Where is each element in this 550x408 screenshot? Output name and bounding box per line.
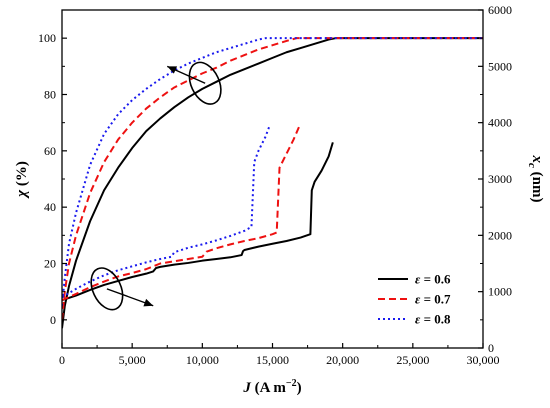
legend: ε = 0.6ε = 0.7ε = 0.8 (378, 272, 451, 327)
series-line-6-right-axis (62, 125, 271, 299)
y-right-tick-label: 1000 (488, 285, 512, 299)
y-left-axis-label-unit: (%) (14, 161, 30, 190)
x-axis-label-exp: −2 (286, 378, 297, 389)
series-line-2-left-axis (62, 37, 483, 320)
annotation-arrowhead-left (167, 66, 178, 74)
series-line-4-right-axis (62, 142, 334, 302)
series-line-1-left-axis (62, 37, 483, 329)
y-right-axis-label: xc (nm) (526, 155, 545, 203)
legend-label-rest: = 0.6 (420, 272, 451, 287)
legend-label-var: ε (415, 292, 421, 307)
legend-label-var: ε (415, 312, 421, 327)
annotation-ellipse-right (90, 267, 124, 311)
x-tick-label: 0 (59, 353, 65, 367)
x-tick-label: 30,000 (467, 353, 500, 367)
y-right-tick-label: 0 (488, 341, 494, 355)
y-left-axis-label-group: χ (%) (14, 161, 30, 199)
y-right-axis-label-sub: c (526, 163, 538, 168)
y-left-tick-label: 20 (44, 257, 56, 271)
plot-background (62, 10, 483, 348)
axis-labels: J (A m−2) χ (%) xc (nm) (14, 155, 545, 396)
y-right-axis-label-group: xc (nm) (526, 155, 545, 203)
y-left-axis-label-var: χ (14, 189, 30, 199)
legend-label-rest: = 0.7 (420, 292, 451, 307)
x-axis-label-var: J (242, 380, 251, 396)
legend-label-2: ε = 0.7 (415, 292, 451, 307)
y-left-tick-label: 80 (44, 88, 56, 102)
x-tick-label: 10,000 (186, 353, 219, 367)
legend-label-1: ε = 0.6 (415, 272, 451, 287)
y-left-tick-label: 40 (44, 200, 56, 214)
annotation-layer (90, 61, 222, 311)
y-right-tick-label: 3000 (488, 172, 512, 186)
y-right-tick-label: 2000 (488, 228, 512, 242)
y-right-axis-label-var: x (529, 155, 545, 164)
y-left-tick-label: 0 (50, 313, 56, 327)
x-tick-label: 20,000 (326, 353, 359, 367)
annotation-ellipse-left (188, 61, 222, 105)
x-tick-label: 15,000 (256, 353, 289, 367)
x-axis-label: J (A m−2) (242, 378, 301, 396)
y-right-tick-label: 4000 (488, 116, 512, 130)
legend-label-rest: = 0.8 (420, 312, 451, 327)
x-axis-label-close: ) (297, 380, 302, 396)
x-tick-label: 5,000 (119, 353, 146, 367)
y-right-tick-label: 5000 (488, 59, 512, 73)
series-layer (62, 37, 483, 329)
y-right-axis-label-unit: (nm) (529, 168, 545, 203)
x-axis-label-unit: (A m (251, 380, 287, 396)
legend-label-3: ε = 0.8 (415, 312, 451, 327)
series-line-3-left-axis (62, 37, 483, 306)
axes-layer: 0 5,000 10,000 15,000 20,000 25,000 30,0000204… (38, 3, 512, 367)
y-left-tick-label: 60 (44, 144, 56, 158)
x-tick-label: 25,000 (396, 353, 429, 367)
y-left-axis-label: χ (%) (14, 161, 30, 199)
y-right-tick-label: 6000 (488, 3, 512, 17)
y-left-tick-label: 100 (38, 31, 56, 45)
series-line-5-right-axis (62, 126, 301, 302)
plot-area (62, 10, 483, 348)
legend-label-var: ε (415, 272, 421, 287)
annotation-arrowhead-right (143, 298, 154, 307)
